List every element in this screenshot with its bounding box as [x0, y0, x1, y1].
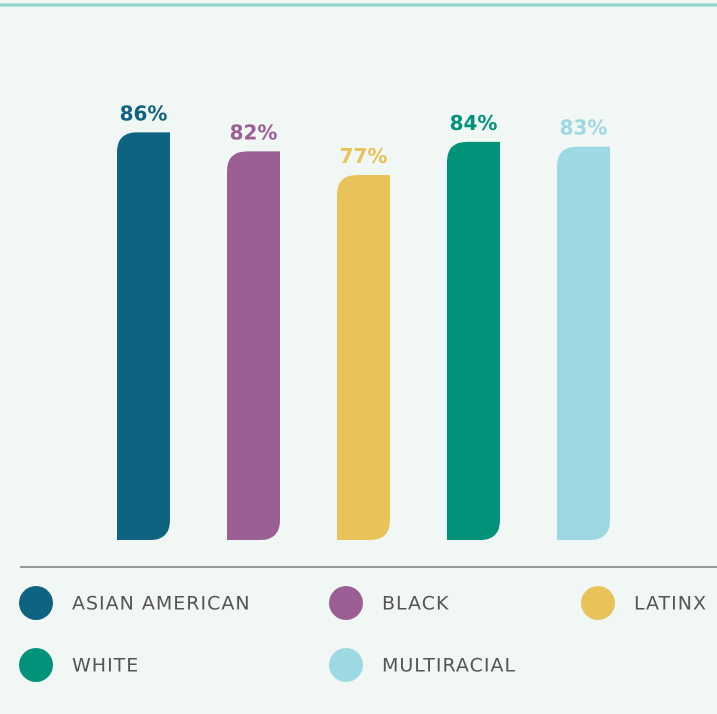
bar [227, 151, 280, 540]
bar [557, 146, 610, 540]
value-label: 82% [230, 120, 278, 144]
value-label: 77% [340, 144, 388, 168]
value-label: 83% [560, 116, 608, 140]
legend-label: BLACK [382, 593, 449, 615]
legend-label: ASIAN AMERICAN [72, 593, 251, 615]
legend-swatch [581, 586, 615, 620]
legend-swatch [329, 648, 363, 682]
legend-swatch [19, 586, 53, 620]
legend-swatch [19, 648, 53, 682]
bar [117, 132, 170, 541]
legend-swatch [329, 586, 363, 620]
legend-label: LATINX [634, 593, 707, 615]
value-label: 84% [450, 111, 498, 135]
value-label: 86% [120, 101, 168, 125]
bar [447, 141, 500, 540]
legend-label: WHITE [72, 655, 139, 677]
legend-label: MULTIRACIAL [382, 655, 516, 677]
bar [337, 175, 390, 540]
